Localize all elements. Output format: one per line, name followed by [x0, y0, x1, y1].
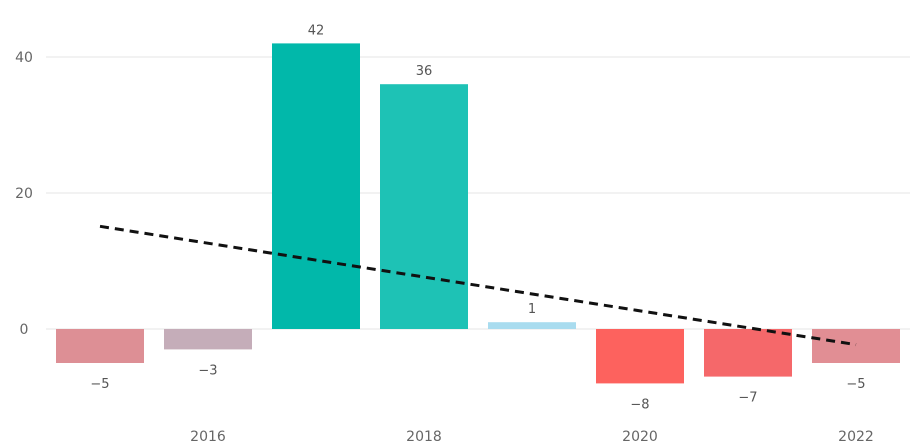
bars	[56, 43, 900, 384]
data-label-2021: −7	[738, 391, 757, 406]
trend-line	[99, 224, 857, 347]
data-label-2022: −5	[846, 377, 865, 392]
trend-line-path	[99, 224, 857, 347]
data-label-2020: −8	[630, 397, 649, 412]
data-label-2019: 1	[528, 302, 536, 317]
bar-2022	[812, 329, 900, 363]
data-label-2016: −3	[198, 363, 217, 378]
bar-2018	[380, 84, 468, 329]
bar-2019	[488, 322, 576, 329]
x-tick-label-2016: 2016	[190, 429, 226, 445]
bar-2021	[704, 329, 792, 377]
gridlines	[46, 56, 910, 330]
bar-2015	[56, 329, 144, 363]
x-axis: 2016 2018 2020 2022	[190, 429, 874, 445]
x-tick-label-2022: 2022	[838, 429, 874, 445]
data-label-2018: 36	[416, 64, 433, 79]
bar-2016	[164, 329, 252, 350]
data-label-2017: 42	[308, 23, 325, 38]
y-tick-label: 20	[15, 186, 33, 202]
x-tick-label-2018: 2018	[406, 429, 442, 445]
data-label-2015: −5	[90, 377, 109, 392]
x-tick-label-2020: 2020	[622, 429, 658, 445]
data-labels: −5 −3 42 36 1 −8 −7 −5	[90, 23, 865, 412]
y-tick-label: 0	[20, 322, 29, 338]
bar-2020	[596, 329, 684, 384]
bar-2017	[272, 43, 360, 330]
y-axis: 0 20 40	[15, 50, 33, 338]
y-tick-label: 40	[15, 50, 33, 66]
